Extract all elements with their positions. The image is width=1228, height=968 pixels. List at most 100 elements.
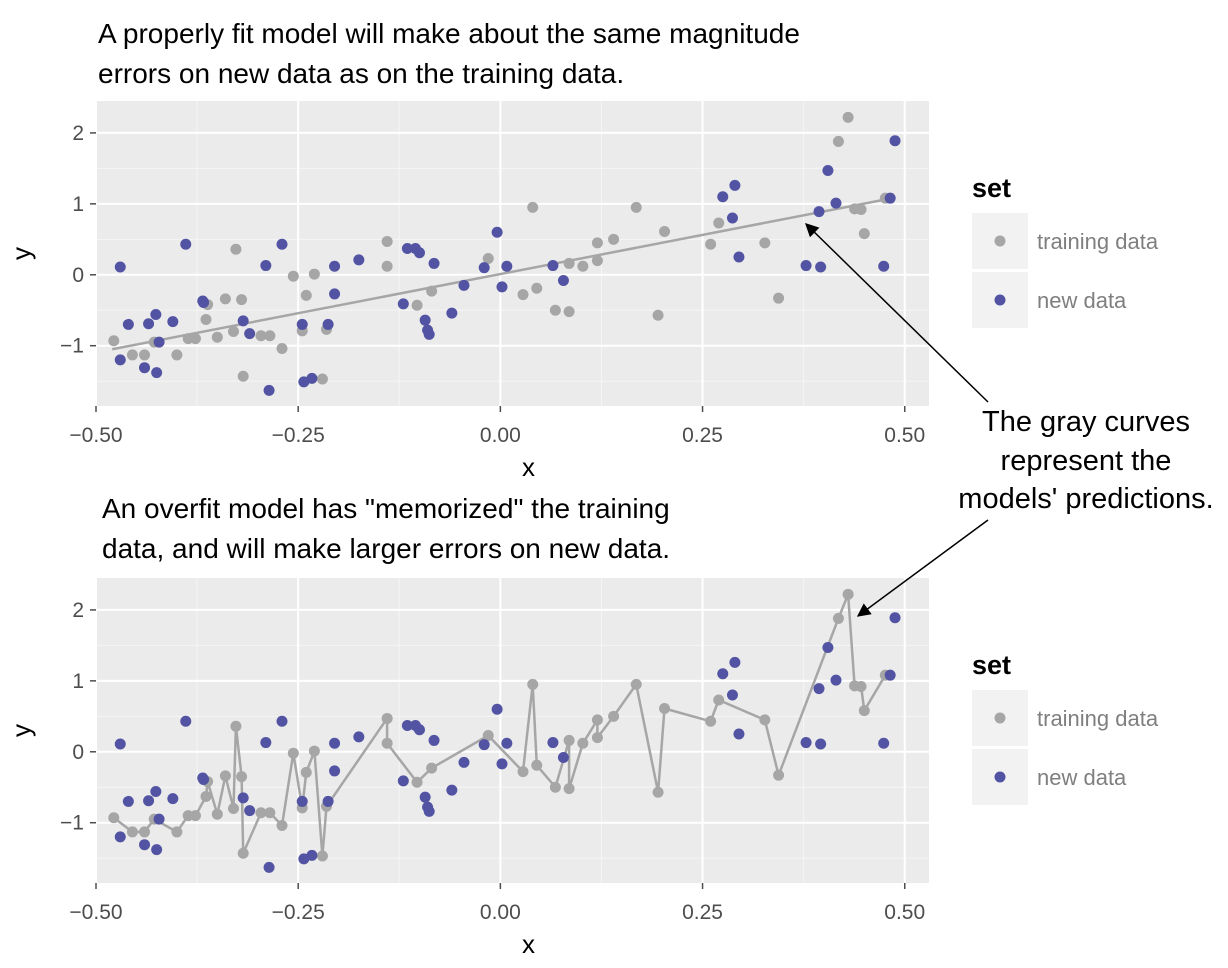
new-data-point	[114, 354, 126, 366]
new-data-point	[733, 728, 745, 740]
new-data-point	[822, 165, 834, 177]
new-data-point	[260, 737, 272, 749]
new-data-point	[878, 737, 890, 749]
new-data-point	[180, 715, 192, 727]
training-point	[139, 826, 151, 838]
new-data-point	[151, 844, 163, 856]
training-point	[211, 808, 223, 820]
annotation: The gray curves represent the models' pred…	[805, 223, 1214, 617]
new-data-point	[458, 279, 470, 291]
training-point	[276, 343, 288, 355]
training-point	[287, 270, 299, 282]
plot-title-line: An overfit model has "memorized" the tra…	[102, 493, 670, 524]
new-data-point	[397, 298, 409, 310]
new-data-point	[733, 251, 745, 263]
training-point	[563, 306, 575, 318]
new-data-point	[496, 281, 508, 293]
new-data-point	[729, 656, 741, 668]
training-point	[713, 694, 725, 706]
x-tick-label: 0.50	[884, 424, 925, 447]
new-data-point	[547, 737, 559, 749]
training-point	[855, 204, 867, 216]
new-data-point	[800, 737, 812, 749]
new-data-point	[122, 318, 134, 330]
new-data-point	[478, 262, 490, 274]
y-tick-label: 0	[72, 264, 84, 287]
new-data-point	[423, 328, 435, 340]
new-data-point	[122, 795, 134, 807]
new-data-point	[401, 243, 413, 255]
new-data-point	[329, 260, 341, 272]
training-point	[171, 349, 183, 361]
training-point	[230, 243, 242, 255]
training-point	[411, 299, 423, 311]
training-point	[411, 776, 423, 788]
training-point	[705, 238, 717, 250]
legend-label: training data	[1037, 706, 1159, 731]
training-point	[426, 762, 438, 774]
new-data-point	[413, 724, 425, 736]
training-point	[549, 781, 561, 793]
training-point	[577, 260, 589, 272]
new-data-point	[726, 689, 738, 701]
new-data-point	[491, 226, 503, 238]
training-point	[652, 309, 664, 321]
new-data-point	[329, 737, 341, 749]
new-data-point	[114, 261, 126, 273]
legend-new-dot	[994, 771, 1006, 783]
training-point	[531, 759, 543, 771]
new-data-point	[114, 738, 126, 750]
new-data-point	[139, 839, 151, 851]
new-data-point	[830, 197, 842, 209]
x-tick-label: 0.00	[480, 424, 521, 447]
annotation-text-line: The gray curves	[982, 406, 1190, 438]
training-point	[855, 681, 867, 693]
new-data-point	[878, 260, 890, 272]
new-data-point	[557, 274, 569, 286]
training-point	[300, 766, 312, 778]
new-data-point	[729, 179, 741, 191]
new-data-point	[501, 260, 513, 272]
training-point	[219, 770, 231, 782]
new-data-point	[446, 307, 458, 319]
new-data-point	[830, 674, 842, 686]
new-data-point	[717, 668, 729, 680]
new-data-point	[167, 793, 179, 805]
new-data-point	[353, 731, 365, 743]
legend-1: set training data new data	[972, 173, 1159, 328]
training-point	[381, 712, 393, 724]
training-point	[759, 714, 771, 726]
new-data-point	[198, 296, 210, 308]
new-data-point	[151, 367, 163, 379]
training-point	[858, 705, 870, 717]
new-data-point	[322, 318, 334, 330]
training-point	[832, 612, 844, 624]
new-data-point	[114, 831, 126, 843]
new-data-point	[478, 739, 490, 751]
new-data-point	[167, 316, 179, 328]
annotation-arrow-bottom	[856, 519, 989, 617]
new-data-point	[423, 805, 435, 817]
training-point	[108, 812, 120, 824]
x-tick-label: −0.25	[272, 901, 325, 924]
new-data-point	[419, 314, 431, 326]
new-data-point	[306, 849, 318, 861]
new-data-point	[198, 773, 210, 785]
training-point	[200, 790, 212, 802]
training-point	[527, 201, 539, 213]
new-data-point	[491, 703, 503, 715]
y-axis-label: y	[6, 247, 36, 260]
new-data-point	[244, 805, 256, 817]
training-point	[630, 678, 642, 690]
new-data-point	[413, 247, 425, 259]
y-tick-label: 1	[72, 670, 84, 693]
training-point	[287, 747, 299, 759]
training-point	[300, 289, 312, 301]
new-data-point	[501, 737, 513, 749]
new-data-point	[815, 261, 827, 273]
training-point	[255, 807, 267, 819]
training-point	[832, 135, 844, 147]
new-data-point	[296, 318, 308, 330]
training-point	[255, 330, 267, 342]
